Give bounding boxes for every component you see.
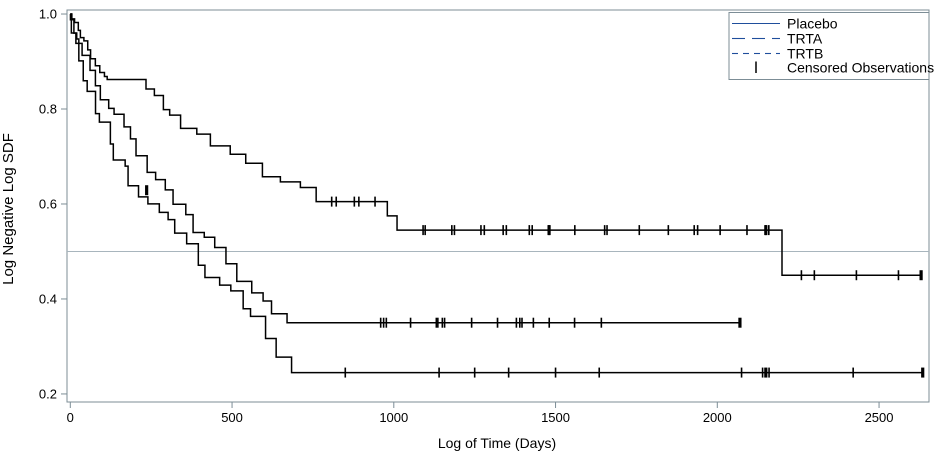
svg-text:1500: 1500 [541, 410, 570, 425]
svg-text:0.8: 0.8 [39, 102, 57, 117]
svg-text:TRTA: TRTA [787, 31, 823, 47]
svg-text:2000: 2000 [703, 410, 732, 425]
svg-text:0.6: 0.6 [39, 196, 57, 211]
svg-text:Placebo: Placebo [787, 16, 838, 32]
svg-text:Log Negative Log SDF: Log Negative Log SDF [0, 133, 17, 285]
svg-text:Log of Time (Days): Log of Time (Days) [438, 435, 556, 451]
svg-text:1.0: 1.0 [39, 7, 57, 22]
svg-text:0: 0 [67, 410, 74, 425]
svg-text:500: 500 [221, 410, 243, 425]
svg-text:Censored Observations: Censored Observations [787, 60, 934, 76]
svg-text:0.2: 0.2 [39, 386, 57, 401]
svg-text:1000: 1000 [379, 410, 408, 425]
svg-text:2500: 2500 [865, 410, 894, 425]
svg-text:0.4: 0.4 [39, 291, 57, 306]
